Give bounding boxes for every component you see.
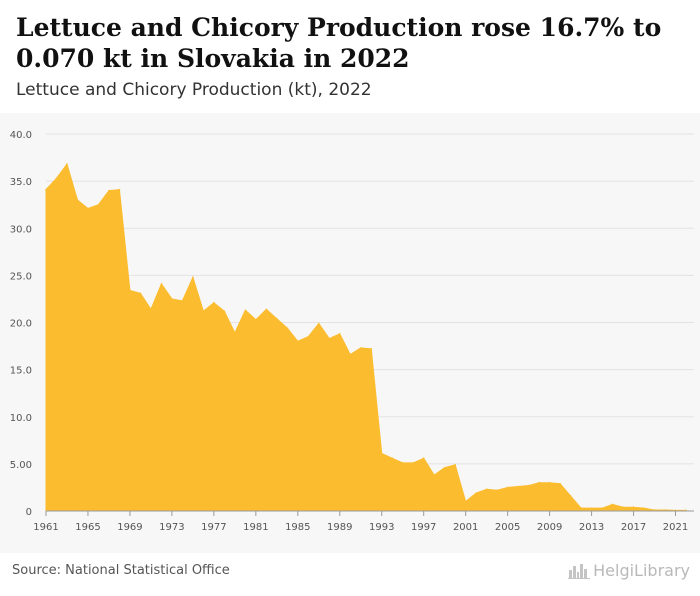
data-point (307, 335, 310, 338)
y-tick-label: 0 (26, 507, 32, 518)
chart-subtitle: Lettuce and Chicory Production (kt), 202… (16, 80, 372, 100)
y-tick-label: 30.0 (10, 224, 32, 235)
data-point (202, 310, 205, 312)
data-point (76, 199, 79, 201)
data-point (160, 283, 163, 285)
x-tick-label: 2021 (663, 522, 688, 533)
data-point (181, 300, 184, 302)
x-tick-label: 1989 (327, 522, 352, 533)
data-point (338, 333, 341, 335)
data-point (317, 322, 320, 325)
data-point (223, 310, 226, 312)
data-point (265, 308, 268, 311)
x-tick-label: 1993 (369, 522, 394, 533)
y-tick-label: 40.0 (10, 130, 32, 141)
x-tick-label: 1965 (75, 522, 100, 533)
data-point (580, 507, 582, 509)
city-skyline-icon (568, 563, 591, 579)
y-tick-labels: 0 5.00 10.0 15.0 20.0 25.0 30.0 35.0 40.0 (10, 130, 32, 518)
x-tick-label: 2009 (537, 522, 562, 533)
data-point (87, 207, 89, 210)
data-point (66, 163, 68, 165)
production-area (45, 163, 687, 512)
data-point (359, 347, 362, 349)
data-point (464, 500, 467, 503)
data-point (129, 289, 131, 292)
data-point (55, 177, 58, 180)
data-point (433, 474, 436, 476)
y-tick-label: 25.0 (10, 271, 32, 282)
data-point (255, 318, 257, 321)
data-point (108, 189, 110, 192)
data-point (590, 507, 593, 509)
data-point (443, 466, 446, 469)
data-point (97, 203, 100, 206)
data-point (611, 503, 614, 506)
data-point (548, 481, 551, 484)
y-tick-label: 35.0 (10, 177, 32, 188)
data-point (454, 464, 456, 466)
x-tick-label: 1985 (285, 522, 310, 533)
x-tick-label: 1997 (411, 522, 436, 533)
data-point (349, 353, 352, 356)
y-tick-label: 10.0 (10, 413, 32, 424)
data-point (559, 482, 561, 485)
data-point (496, 489, 498, 492)
data-point (244, 309, 247, 312)
data-point (139, 292, 142, 295)
x-tick-label: 2001 (453, 522, 478, 533)
data-point (632, 506, 635, 509)
brand-name: HelgiLibrary (593, 561, 690, 580)
data-point (643, 507, 645, 509)
x-tick-label: 2017 (621, 522, 646, 533)
data-point (517, 485, 519, 488)
x-tick-label: 2013 (579, 522, 604, 533)
data-point (664, 509, 666, 511)
data-point (601, 507, 603, 509)
data-point (412, 462, 415, 464)
data-point (276, 317, 278, 320)
data-point (569, 495, 572, 497)
data-point (653, 509, 656, 511)
data-point (213, 301, 215, 304)
data-point (286, 327, 289, 329)
source-note: Source: National Statistical Office (12, 563, 230, 578)
data-point (297, 340, 299, 343)
data-point (380, 452, 383, 455)
data-point (192, 276, 194, 279)
y-tick-label: 5.00 (10, 460, 32, 471)
data-point (150, 308, 152, 311)
data-point (527, 484, 530, 487)
x-tick-label: 2005 (495, 522, 520, 533)
data-point (401, 462, 404, 464)
y-tick-label: 15.0 (10, 366, 32, 377)
data-point (234, 332, 236, 334)
x-tick-label: 1973 (159, 522, 184, 533)
x-tick-label: 1981 (243, 522, 268, 533)
area-series (45, 163, 687, 512)
data-point (328, 337, 331, 340)
x-tick-label: 1961 (33, 522, 58, 533)
data-point (475, 492, 477, 494)
data-point (171, 298, 173, 300)
y-tick-label: 20.0 (10, 319, 32, 330)
data-point (506, 486, 509, 489)
data-point (45, 188, 47, 191)
data-point (422, 457, 425, 460)
x-axis: 1961 1965 1969 1973 1977 1981 1985 1989 1993 1997… (33, 510, 694, 533)
data-point (391, 457, 394, 460)
data-point (622, 506, 624, 509)
data-point (538, 481, 540, 484)
chart-title: Lettuce and Chicory Production rose 16.7… (16, 13, 662, 73)
x-tick-label: 1977 (201, 522, 226, 533)
data-point (118, 188, 121, 191)
data-point (370, 348, 373, 350)
brand-logo: HelgiLibrary (568, 561, 690, 580)
x-tick-label: 1969 (117, 522, 142, 533)
data-point (485, 488, 488, 491)
